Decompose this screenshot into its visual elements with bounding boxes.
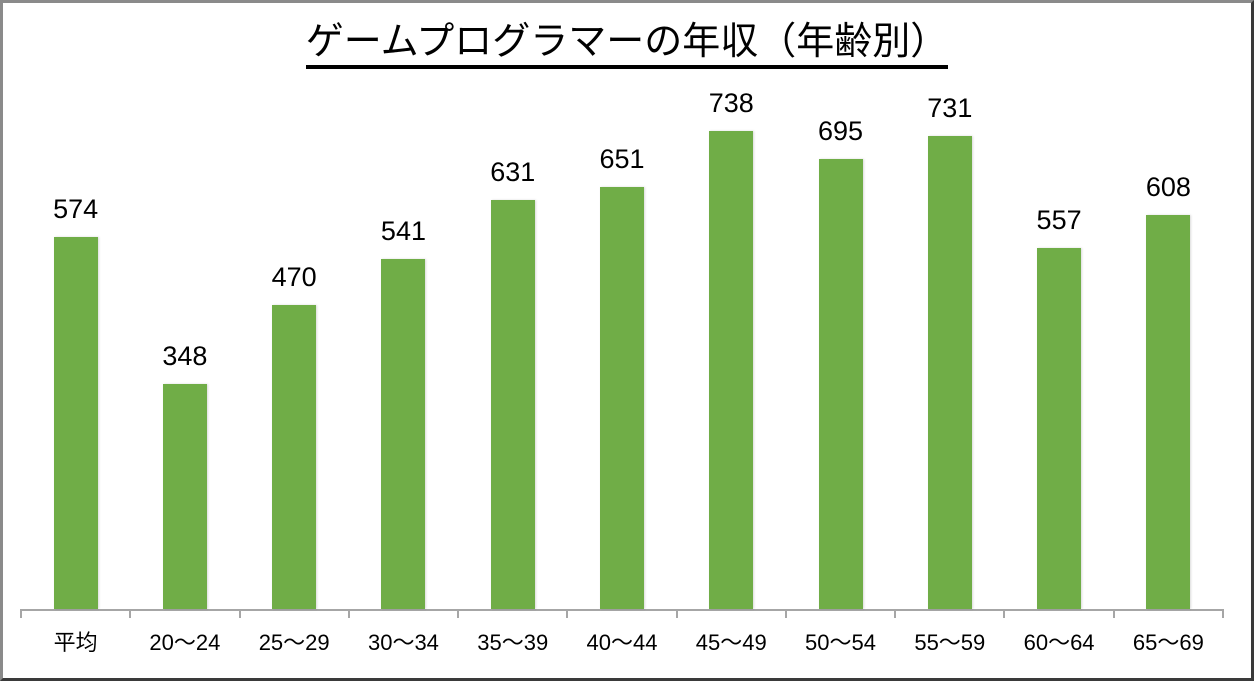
x-axis-tick bbox=[238, 609, 241, 618]
bar bbox=[709, 131, 754, 609]
data-label: 541 bbox=[380, 215, 426, 246]
bar bbox=[381, 258, 426, 609]
x-axis-tick bbox=[1112, 609, 1115, 618]
data-label: 348 bbox=[162, 340, 208, 371]
x-axis-tick bbox=[675, 609, 678, 618]
x-axis-category-label: 20〜24 bbox=[149, 630, 221, 655]
bar bbox=[818, 158, 863, 609]
data-label: 557 bbox=[1036, 205, 1082, 236]
x-axis-tick bbox=[784, 609, 787, 618]
x-axis-tick bbox=[1003, 609, 1006, 618]
bar bbox=[600, 187, 644, 609]
x-axis-category-label: 65〜69 bbox=[1132, 630, 1204, 655]
bar bbox=[272, 304, 317, 609]
data-label: 651 bbox=[599, 144, 645, 175]
x-axis-category-label: 30〜34 bbox=[367, 630, 439, 655]
x-axis-category-label: 平均 bbox=[53, 630, 98, 655]
x-axis-tick bbox=[20, 609, 22, 618]
x-axis-category-label: 55〜59 bbox=[914, 630, 986, 655]
data-label: 470 bbox=[271, 261, 317, 292]
data-label: 695 bbox=[818, 115, 864, 146]
x-axis-category-label: 40〜44 bbox=[586, 630, 658, 655]
x-axis-category-label: 60〜64 bbox=[1023, 630, 1095, 655]
bar bbox=[1037, 248, 1082, 609]
chart-title-container: ゲームプログラマーの年収（年齢別） bbox=[0, 18, 1254, 69]
x-axis-tick bbox=[347, 609, 350, 618]
x-axis-tick bbox=[129, 609, 132, 618]
x-axis-category-label: 50〜54 bbox=[805, 630, 876, 655]
x-axis-tick bbox=[457, 609, 460, 618]
data-label: 731 bbox=[927, 92, 973, 123]
data-label: 631 bbox=[490, 157, 536, 188]
x-axis-tick bbox=[566, 609, 569, 618]
x-axis-category-label: 35〜39 bbox=[477, 630, 549, 655]
data-label: 738 bbox=[708, 88, 754, 118]
x-axis-tick bbox=[1222, 609, 1224, 618]
bar bbox=[162, 383, 207, 609]
data-label: 574 bbox=[53, 194, 99, 225]
bar bbox=[53, 237, 98, 609]
bar bbox=[1146, 215, 1191, 609]
x-axis-category-label: 25〜29 bbox=[258, 630, 330, 655]
bar bbox=[927, 135, 972, 609]
data-label: 608 bbox=[1145, 172, 1191, 203]
x-axis-category-label: 45〜49 bbox=[695, 630, 767, 655]
x-axis-tick bbox=[894, 609, 897, 618]
chart-title: ゲームプログラマーの年収（年齢別） bbox=[305, 19, 949, 69]
bar bbox=[490, 200, 535, 609]
x-axis-line bbox=[21, 609, 1223, 611]
